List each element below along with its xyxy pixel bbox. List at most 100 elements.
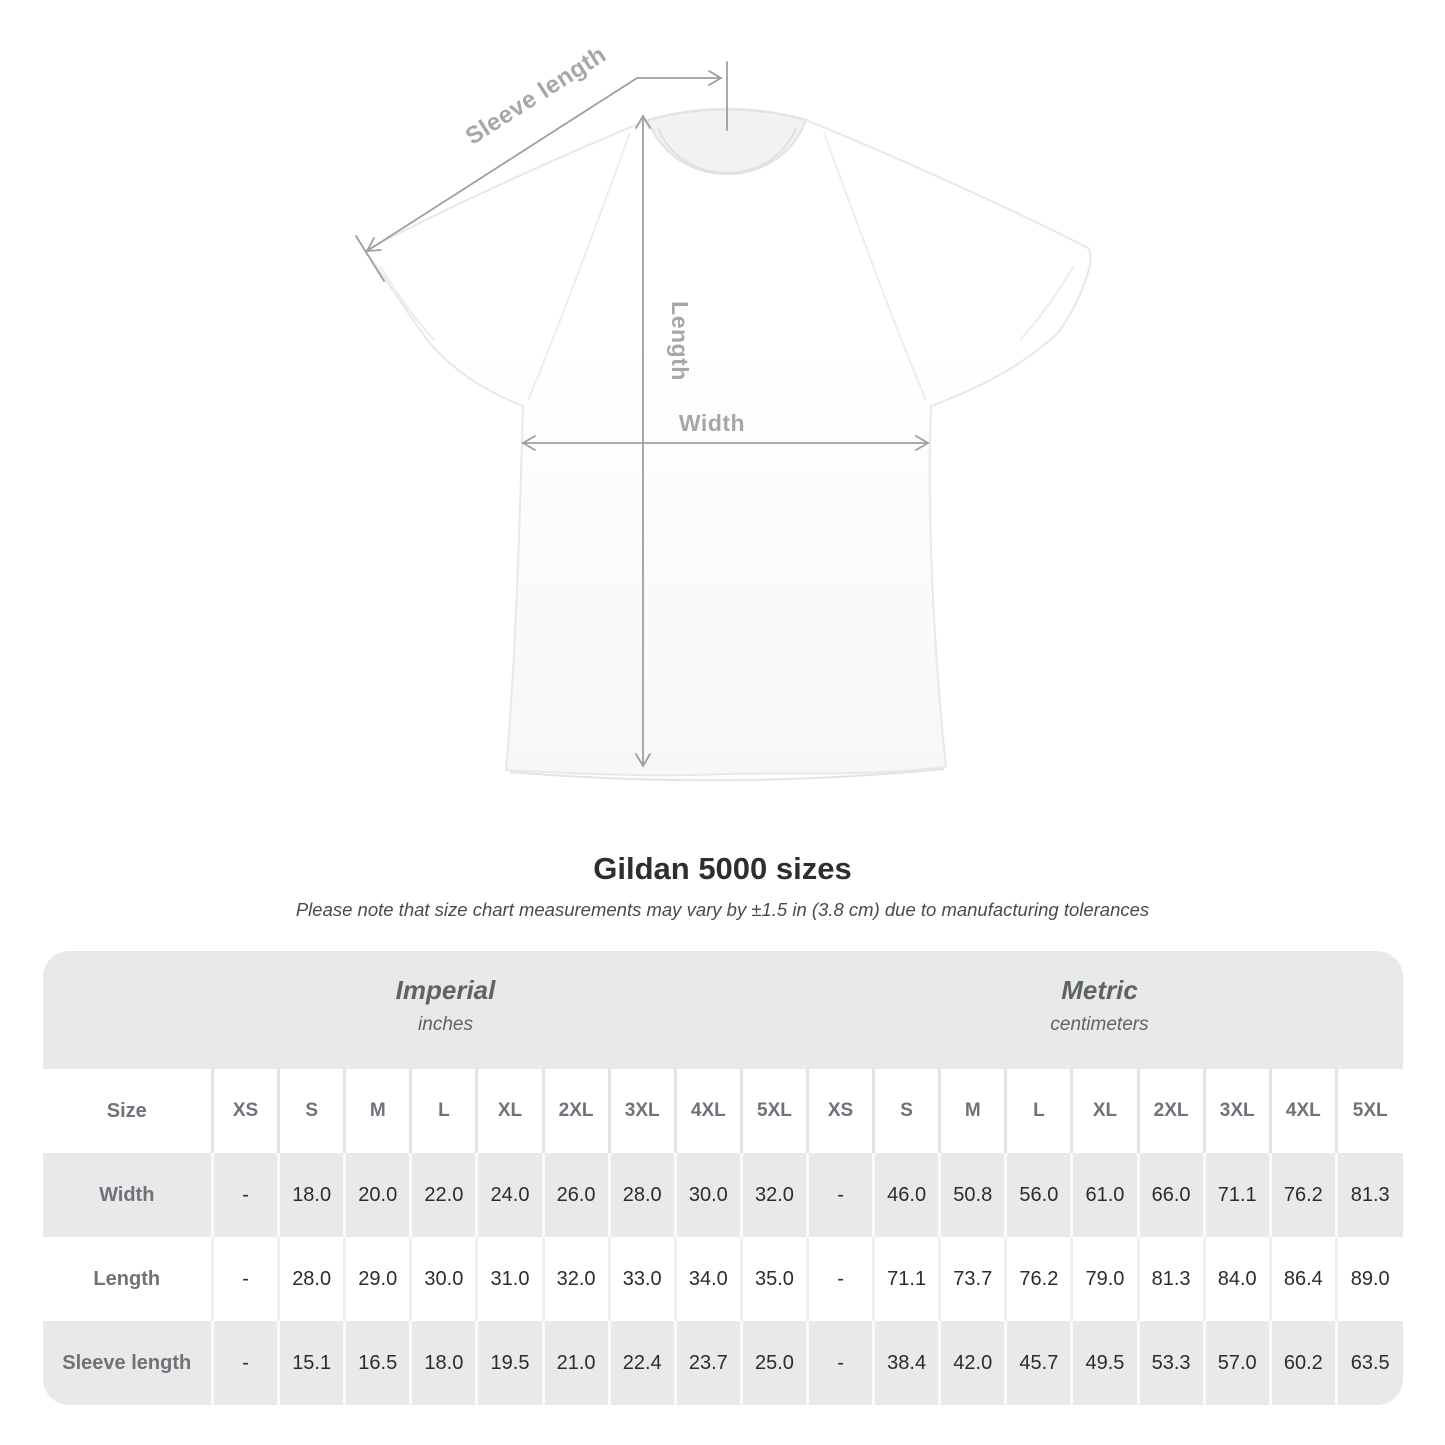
length-metric-3xl: 84.0 <box>1202 1237 1271 1321</box>
row-label-length: Length <box>42 1237 213 1321</box>
tshirt-bottom-hem <box>509 768 945 782</box>
row-label-sleeve-length: Sleeve length <box>42 1321 213 1405</box>
unit-section-band: Imperial inches Metric centimeters <box>42 951 1403 1069</box>
row-label-width: Width <box>42 1153 213 1237</box>
width-metric-s: 46.0 <box>872 1153 940 1237</box>
length-metric-4xl: 86.4 <box>1268 1237 1337 1321</box>
size-header: Size <box>42 1069 213 1153</box>
imperial-col-s: S <box>277 1069 345 1153</box>
imperial-section-header: Imperial inches <box>396 975 496 1036</box>
imperial-section-unit: inches <box>418 1014 473 1035</box>
length-metric-s: 71.1 <box>872 1237 940 1321</box>
length-imperial-5xl: 35.0 <box>739 1237 808 1321</box>
width-metric-3xl: 71.1 <box>1202 1153 1271 1237</box>
width-metric-5xl: 81.3 <box>1334 1153 1403 1237</box>
metric-col-5xl: 5XL <box>1334 1069 1403 1153</box>
tshirt-diagram-svg: Sleeve length Length Width <box>355 41 1092 782</box>
tshirt-right-armhole-seam <box>823 132 927 401</box>
sleeve-metric-l: 45.7 <box>1004 1321 1072 1405</box>
imperial-col-5xl: 5XL <box>739 1069 808 1153</box>
metric-col-m: M <box>938 1069 1006 1153</box>
measurements-table: Size XS S M L XL 2XL 3XL 4XL 5XL XS S M … <box>42 1069 1403 1405</box>
metric-col-3xl: 3XL <box>1202 1069 1271 1153</box>
length-imperial-m: 29.0 <box>343 1237 411 1321</box>
length-imperial-2xl: 32.0 <box>541 1237 610 1321</box>
imperial-col-3xl: 3XL <box>607 1069 676 1153</box>
tshirt-body <box>363 107 1092 777</box>
sleeve-imperial-m: 16.5 <box>343 1321 411 1405</box>
width-imperial-2xl: 26.0 <box>541 1153 610 1237</box>
metric-col-2xl: 2XL <box>1136 1069 1205 1153</box>
length-metric-l: 76.2 <box>1004 1237 1072 1321</box>
width-metric-xl: 61.0 <box>1070 1153 1139 1237</box>
width-imperial-4xl: 30.0 <box>673 1153 742 1237</box>
length-arrowhead-bottom <box>635 753 651 768</box>
dimension-lines <box>355 61 930 768</box>
length-metric-2xl: 81.3 <box>1136 1237 1205 1321</box>
tshirt-right-sleeve-hem <box>1019 265 1075 341</box>
metric-section-unit: centimeters <box>1050 1014 1149 1035</box>
imperial-col-m: M <box>343 1069 411 1153</box>
width-imperial-s: 18.0 <box>277 1153 345 1237</box>
tshirt-illustration <box>363 107 1092 782</box>
sleeve-length-row: Sleeve length - 15.1 16.5 18.0 19.5 21.0… <box>42 1321 1403 1405</box>
sleeve-length-label: Sleeve length <box>461 41 611 151</box>
sleeve-imperial-5xl: 25.0 <box>739 1321 808 1405</box>
sleeve-metric-xl: 49.5 <box>1070 1321 1139 1405</box>
sleeve-metric-s: 38.4 <box>872 1321 940 1405</box>
sleeve-imperial-4xl: 23.7 <box>673 1321 742 1405</box>
sleeve-imperial-2xl: 21.0 <box>541 1321 610 1405</box>
length-metric-m: 73.7 <box>938 1237 1006 1321</box>
length-imperial-s: 28.0 <box>277 1237 345 1321</box>
imperial-col-xs: XS <box>210 1069 279 1153</box>
sleeve-imperial-s: 15.1 <box>277 1321 345 1405</box>
width-arrowhead-right <box>915 435 930 451</box>
sleeve-metric-xs: - <box>805 1321 874 1405</box>
width-metric-2xl: 66.0 <box>1136 1153 1205 1237</box>
tshirt-measurement-diagram: Sleeve length Length Width <box>355 41 1092 782</box>
width-label: Width <box>679 410 745 436</box>
sleeve-metric-2xl: 53.3 <box>1136 1321 1205 1405</box>
tshirt-collar-band <box>657 127 797 174</box>
metric-col-xl: XL <box>1070 1069 1139 1153</box>
width-metric-m: 50.8 <box>938 1153 1006 1237</box>
length-imperial-xs: - <box>210 1237 279 1321</box>
tshirt-left-armhole-seam <box>527 132 631 401</box>
sleeve-length-arrowhead <box>365 237 382 253</box>
sleeve-length-line <box>366 77 638 252</box>
sleeve-imperial-3xl: 22.4 <box>607 1321 676 1405</box>
width-row: Width - 18.0 20.0 22.0 24.0 26.0 28.0 30… <box>42 1153 1403 1237</box>
metric-section-title: Metric <box>1061 975 1138 1005</box>
width-imperial-3xl: 28.0 <box>607 1153 676 1237</box>
length-imperial-4xl: 34.0 <box>673 1237 742 1321</box>
sleeve-metric-5xl: 63.5 <box>1334 1321 1403 1405</box>
sleeve-imperial-l: 18.0 <box>409 1321 477 1405</box>
width-imperial-m: 20.0 <box>343 1153 411 1237</box>
length-arrowhead-top <box>635 114 651 129</box>
sleeve-imperial-xl: 19.5 <box>475 1321 544 1405</box>
sleeve-metric-3xl: 57.0 <box>1202 1321 1271 1405</box>
length-row: Length - 28.0 29.0 30.0 31.0 32.0 33.0 3… <box>42 1237 1403 1321</box>
metric-col-l: L <box>1004 1069 1072 1153</box>
metric-section-header: Metric centimeters <box>1050 975 1148 1036</box>
width-imperial-5xl: 32.0 <box>739 1153 808 1237</box>
tshirt-left-sleeve-hem <box>379 265 435 341</box>
width-imperial-xs: - <box>210 1153 279 1237</box>
length-metric-xs: - <box>805 1237 874 1321</box>
length-imperial-3xl: 33.0 <box>607 1237 676 1321</box>
width-metric-l: 56.0 <box>1004 1153 1072 1237</box>
metric-col-s: S <box>872 1069 940 1153</box>
length-metric-5xl: 89.0 <box>1334 1237 1403 1321</box>
size-header-row: Size XS S M L XL 2XL 3XL 4XL 5XL XS S M … <box>42 1069 1403 1153</box>
size-table: Imperial inches Metric centimeters Size … <box>42 951 1403 1405</box>
imperial-section-title: Imperial <box>395 975 496 1005</box>
length-metric-xl: 79.0 <box>1070 1237 1139 1321</box>
width-metric-xs: - <box>805 1153 874 1237</box>
width-imperial-l: 22.0 <box>409 1153 477 1237</box>
length-imperial-xl: 31.0 <box>475 1237 544 1321</box>
offset-arrowhead <box>708 70 723 86</box>
width-arrowhead-left <box>521 435 536 451</box>
length-imperial-l: 30.0 <box>409 1237 477 1321</box>
sleeve-metric-4xl: 60.2 <box>1268 1321 1337 1405</box>
tolerance-note: Please note that size chart measurements… <box>295 899 1150 920</box>
